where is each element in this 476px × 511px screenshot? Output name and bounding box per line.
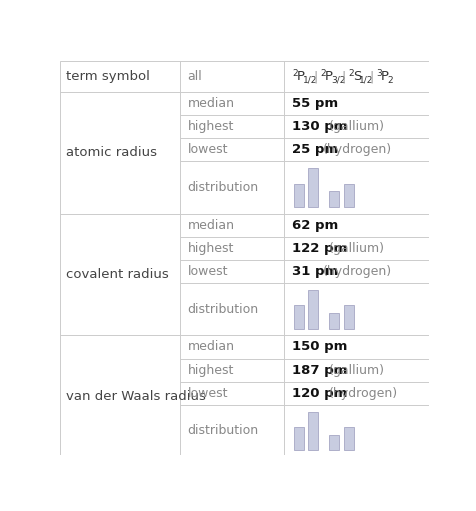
Text: distribution: distribution xyxy=(187,303,258,316)
Text: P: P xyxy=(380,70,388,83)
Text: P: P xyxy=(296,70,304,83)
Text: (gallium): (gallium) xyxy=(327,242,384,255)
Text: 2: 2 xyxy=(320,69,325,78)
Text: term symbol: term symbol xyxy=(66,70,149,83)
Text: lowest: lowest xyxy=(187,265,228,278)
Text: 2: 2 xyxy=(387,76,392,85)
Bar xyxy=(308,290,318,329)
Text: S: S xyxy=(352,70,360,83)
Text: 62 pm: 62 pm xyxy=(291,219,337,232)
Text: 31 pm: 31 pm xyxy=(291,265,337,278)
Bar xyxy=(343,184,353,207)
Bar xyxy=(293,306,303,329)
Text: 1/2: 1/2 xyxy=(358,76,373,85)
Text: 150 pm: 150 pm xyxy=(291,340,347,354)
Text: (hydrogen): (hydrogen) xyxy=(322,144,391,156)
Text: 55 pm: 55 pm xyxy=(291,97,337,110)
Text: 3/2: 3/2 xyxy=(330,76,345,85)
Bar xyxy=(293,427,303,450)
Text: van der Waals radius: van der Waals radius xyxy=(66,390,205,403)
Text: (hydrogen): (hydrogen) xyxy=(322,265,391,278)
Text: 2: 2 xyxy=(348,69,353,78)
Bar xyxy=(308,168,318,207)
Text: all: all xyxy=(187,70,202,83)
Bar xyxy=(293,184,303,207)
Text: 1/2: 1/2 xyxy=(302,76,317,85)
Text: highest: highest xyxy=(187,242,233,255)
Text: lowest: lowest xyxy=(187,387,228,400)
Text: distribution: distribution xyxy=(187,181,258,194)
Bar xyxy=(343,306,353,329)
Text: 122 pm: 122 pm xyxy=(291,242,347,255)
Text: (electronic ground state properties): (electronic ground state properties) xyxy=(64,460,262,471)
Text: 120 pm: 120 pm xyxy=(291,387,347,400)
Text: 2: 2 xyxy=(291,69,297,78)
Text: highest: highest xyxy=(187,364,233,377)
Text: median: median xyxy=(187,219,234,232)
Text: lowest: lowest xyxy=(187,144,228,156)
Bar xyxy=(328,192,339,207)
Text: |: | xyxy=(313,70,317,83)
Text: (hydrogen): (hydrogen) xyxy=(327,387,397,400)
Text: 130 pm: 130 pm xyxy=(291,120,347,133)
Text: 25 pm: 25 pm xyxy=(291,144,337,156)
Bar xyxy=(328,313,339,329)
Text: 3: 3 xyxy=(376,69,382,78)
Text: median: median xyxy=(187,340,234,354)
Text: P: P xyxy=(324,70,332,83)
Text: covalent radius: covalent radius xyxy=(66,268,168,281)
Text: distribution: distribution xyxy=(187,425,258,437)
Text: 187 pm: 187 pm xyxy=(291,364,347,377)
Text: atomic radius: atomic radius xyxy=(66,147,157,159)
Text: median: median xyxy=(187,97,234,110)
Text: (gallium): (gallium) xyxy=(327,364,384,377)
Bar xyxy=(343,427,353,450)
Text: |: | xyxy=(369,70,373,83)
Bar xyxy=(308,412,318,450)
Text: (gallium): (gallium) xyxy=(327,120,384,133)
Text: highest: highest xyxy=(187,120,233,133)
Text: |: | xyxy=(341,70,345,83)
Bar xyxy=(328,435,339,450)
